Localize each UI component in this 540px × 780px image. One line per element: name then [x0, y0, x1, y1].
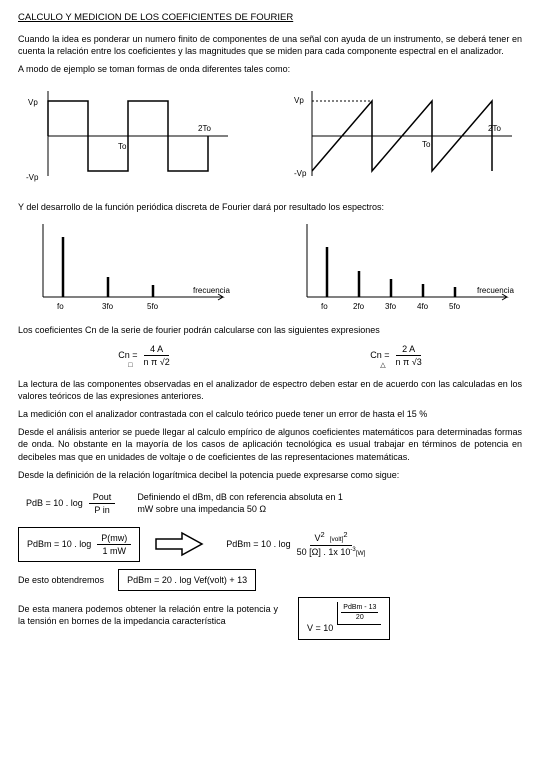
vform-unitT: [volt]: [330, 536, 344, 543]
svg-text:5fo: 5fo: [449, 302, 461, 311]
vform-lhs: PdBm = 10 . log: [226, 538, 290, 550]
square-wave-plot: Vp -Vp To 2To: [18, 81, 238, 191]
result-row: De esto obtendremos PdBm = 20 . log Vef(…: [18, 569, 522, 591]
to-label: To: [118, 142, 127, 151]
p7: Desde la definición de la relación logar…: [18, 469, 522, 481]
vp-label: Vp: [28, 98, 38, 107]
spectra-row: frecuencia fo 3fo 5fo frecuencia fo 2fo 3fo 4…: [18, 219, 522, 314]
freq-label-l: frecuencia: [193, 286, 230, 295]
p5: La medición con el analizador contrastad…: [18, 408, 522, 420]
pdbm-formula-box: PdBm = 10 . log P(mw) 1 mW: [18, 527, 140, 562]
eq2-den: n π √3: [396, 356, 422, 368]
waveform-row: Vp -Vp To 2To Vp -Vp To 2To: [18, 81, 522, 191]
eq1-sub: □: [128, 361, 132, 370]
to-label2: To: [422, 140, 431, 149]
eq2-num: 2 A: [396, 343, 421, 356]
tto-label: 2To: [198, 124, 211, 133]
svg-text:2fo: 2fo: [353, 302, 365, 311]
pdb-formula: PdB = 10 . log Pout P in: [18, 487, 123, 520]
pdb-den: P in: [94, 504, 109, 516]
p4: La lectura de las componentes observadas…: [18, 378, 522, 402]
svg-text:3fo: 3fo: [385, 302, 397, 311]
svg-text:fo: fo: [321, 302, 328, 311]
page-title: CALCULO Y MEDICION DE LOS COEFICIENTES D…: [18, 12, 522, 25]
svg-text:4fo: 4fo: [417, 302, 429, 311]
cn-square-formula: Cn = □ 4 A n π √2: [118, 343, 169, 368]
eq1-den: n π √2: [144, 356, 170, 368]
pdb-num: Pout: [89, 491, 116, 504]
vform-sup2: 2: [343, 530, 347, 539]
final-num: PdBm - 13: [341, 603, 378, 613]
cn-formula-row: Cn = □ 4 A n π √2 Cn = △ 2 A n π √3: [18, 343, 522, 368]
svg-text:fo: fo: [57, 302, 64, 311]
nvp-label2: -Vp: [294, 169, 307, 178]
pdbm-v-formula: PdBm = 10 . log V2 [volt]2 50 [Ω] . 1x 1…: [218, 526, 373, 563]
p8: De esto obtendremos: [18, 574, 104, 586]
p6: Desde el análisis anterior se puede lleg…: [18, 426, 522, 462]
tto-label2: 2To: [488, 124, 501, 133]
pdbm-num: P(mw): [97, 532, 131, 545]
pdb-row: PdB = 10 . log Pout P in Definiendo el d…: [18, 487, 522, 520]
arrow-icon: [154, 530, 204, 558]
eq1-lhs: Cn =: [118, 350, 137, 360]
vform-sup: 2: [320, 530, 324, 539]
saw-spectrum: frecuencia fo 2fo 3fo 4fo 5fo: [282, 219, 522, 314]
final-lhs: V = 10: [307, 622, 333, 634]
p9: De esta manera podemos obtener la relaci…: [18, 603, 278, 627]
eq1-num: 4 A: [144, 343, 169, 356]
dbm-definition: Definiendo el dBm, dB con referencia abs…: [137, 491, 357, 515]
vform-denL: 50 [Ω] . 1x 10: [297, 547, 351, 557]
vp-label2: Vp: [294, 96, 304, 105]
result-box: PdBm = 20 . log Vef(volt) + 13: [118, 569, 256, 591]
pdbm-den: 1 mW: [103, 545, 127, 557]
svg-text:3fo: 3fo: [102, 302, 114, 311]
eq2-sub: △: [380, 361, 385, 370]
freq-label-r: frecuencia: [477, 286, 514, 295]
final-row: De esta manera podemos obtener la relaci…: [18, 597, 522, 640]
pdbm-row: PdBm = 10 . log P(mw) 1 mW PdBm = 10 . l…: [18, 526, 522, 563]
sawtooth-wave-plot: Vp -Vp To 2To: [282, 81, 522, 191]
cn-saw-formula: Cn = △ 2 A n π √3: [370, 343, 421, 368]
intro-paragraph: Cuando la idea es ponderar un numero fin…: [18, 33, 522, 57]
neg-vp-label: -Vp: [26, 173, 39, 182]
intro2-paragraph: A modo de ejemplo se toman formas de ond…: [18, 63, 522, 75]
final-formula-box: V = 10 PdBm - 13 20: [298, 597, 390, 640]
svg-text:5fo: 5fo: [147, 302, 159, 311]
square-spectrum: frecuencia fo 3fo 5fo: [18, 219, 238, 314]
pdb-lhs: PdB = 10 . log: [26, 497, 83, 509]
p3: Los coeficientes Cn de la serie de fouri…: [18, 324, 522, 336]
pdbm-lhs: PdBm = 10 . log: [27, 538, 91, 550]
p2: Y del desarrollo de la función periódica…: [18, 201, 522, 213]
final-den: 20: [356, 613, 364, 622]
eq2-lhs: Cn =: [370, 350, 389, 360]
vform-denUnit: [W]: [356, 550, 366, 557]
